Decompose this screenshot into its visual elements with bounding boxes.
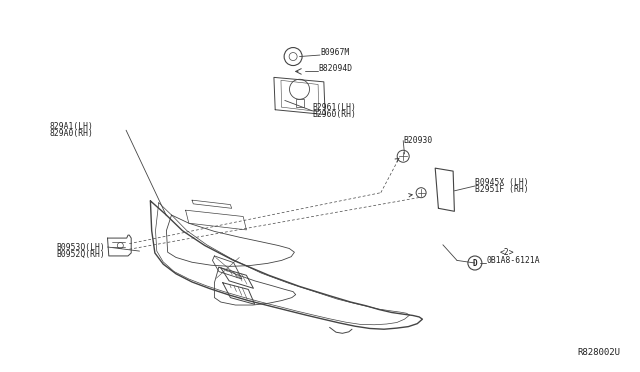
- Text: B0967M: B0967M: [320, 48, 349, 57]
- Bar: [296, 99, 303, 108]
- Text: B0953Q(LH): B0953Q(LH): [56, 243, 105, 252]
- Text: B2951F (RH): B2951F (RH): [475, 185, 529, 194]
- Text: B2960(RH): B2960(RH): [312, 110, 356, 119]
- Text: 0B1A8-6121A: 0B1A8-6121A: [486, 256, 540, 265]
- Text: B2961(LH): B2961(LH): [312, 103, 356, 112]
- Text: B0952Q(RH): B0952Q(RH): [56, 250, 105, 259]
- Text: 829A1(LH): 829A1(LH): [49, 122, 93, 131]
- Text: D: D: [472, 259, 477, 267]
- Text: <2>: <2>: [499, 248, 514, 257]
- Text: B0945X (LH): B0945X (LH): [475, 178, 529, 187]
- Text: B20930: B20930: [403, 136, 433, 145]
- Text: 829A0(RH): 829A0(RH): [49, 129, 93, 138]
- Text: B82094D: B82094D: [318, 64, 352, 73]
- Text: R828002U: R828002U: [577, 348, 620, 357]
